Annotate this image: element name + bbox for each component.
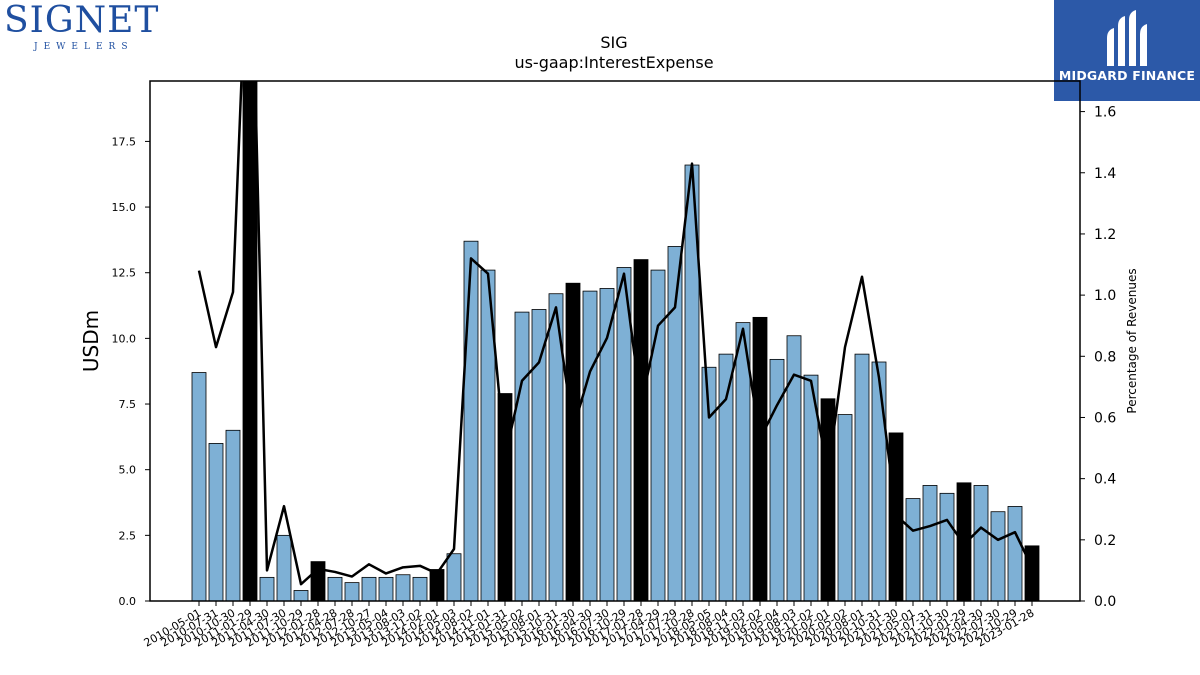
bar-2021-05-01 — [905, 498, 921, 601]
chart-subtitle: us-gaap:InterestExpense — [514, 53, 713, 72]
y-axis: 0.0 2.5 5.0 7.5 10.0 12.5 15.0 17.5 — [112, 135, 150, 608]
signet-logo-sub: JEWELERS — [34, 42, 134, 52]
y2-tick-label: 1.4 — [1094, 166, 1116, 182]
bar-2017-04-29 — [650, 269, 666, 601]
y-tick-label: 7.5 — [119, 398, 137, 411]
bar-2015-05-02 — [514, 311, 530, 601]
bar-2016-07-30 — [599, 288, 615, 601]
midgard-logo-word: MIDGARD FINANCE — [1058, 68, 1196, 83]
signet-logo-word: SIGNET — [4, 0, 160, 41]
pct-revenue-line — [197, 81, 1034, 586]
bar-2016-10-29 — [616, 267, 632, 601]
y-tick-label: 17.5 — [112, 135, 137, 148]
bar-2011-01-29 — [242, 81, 258, 601]
bar-2013-05-04 — [378, 576, 394, 601]
bar-2010-05-01 — [191, 372, 207, 601]
bar-2022-01-29 — [956, 482, 972, 601]
bar-2014-02-01 — [429, 569, 445, 601]
bar-2020-10-31 — [871, 361, 887, 601]
y2-tick-label: 0.4 — [1094, 472, 1116, 488]
y-axis-label: USDm — [79, 310, 103, 372]
bar-2014-05-03 — [446, 553, 462, 601]
bar-2019-05-04 — [769, 358, 785, 601]
bar-2023-01-28 — [1024, 545, 1040, 601]
bar-2021-10-30 — [939, 492, 955, 601]
y-tick-label: 10.0 — [112, 332, 137, 345]
bar-2015-10-31 — [548, 293, 564, 601]
bar-2019-11-02 — [803, 374, 819, 601]
pct-revenue-series — [197, 81, 1034, 586]
bar-2013-11-02 — [412, 576, 428, 601]
y2-tick-label: 0.8 — [1094, 349, 1116, 365]
bar-2011-10-29 — [293, 590, 309, 601]
bar-2014-08-02 — [463, 240, 479, 601]
bar-2021-07-31 — [922, 485, 938, 601]
y2-tick-label: 0.2 — [1094, 533, 1116, 549]
bar-2018-05-05 — [701, 366, 717, 601]
y2-tick-label: 0.6 — [1094, 410, 1116, 426]
y-tick-label: 2.5 — [119, 529, 137, 542]
bar-2011-07-30 — [276, 534, 292, 601]
bar-2010-10-30 — [225, 429, 241, 601]
y-tick-label: 15.0 — [112, 201, 137, 214]
bar-2012-10-27 — [361, 576, 377, 601]
bar-2013-08-03 — [395, 574, 411, 601]
bar-2022-04-30 — [973, 485, 989, 601]
bar-2016-04-30 — [582, 290, 598, 601]
bar-2014-11-01 — [480, 269, 496, 601]
bar-2015-08-01 — [531, 309, 547, 601]
y-tick-label: 5.0 — [119, 464, 137, 477]
y2-axis-label: Percentage of Revenues — [1125, 268, 1139, 413]
bar-2011-04-30 — [259, 576, 275, 601]
bar-2012-01-28 — [310, 561, 326, 601]
y2-axis: 0.0 0.2 0.4 0.6 0.8 1.0 1.2 1.4 1.6 — [1080, 105, 1116, 610]
bar-2012-04-28 — [327, 576, 343, 601]
bar-2010-07-31 — [208, 443, 224, 601]
bar-2020-05-02 — [837, 414, 853, 601]
bar-2015-01-31 — [497, 393, 513, 601]
y-tick-label: 0.0 — [119, 595, 137, 608]
bar-2022-07-30 — [990, 511, 1006, 601]
bar-2012-07-28 — [344, 582, 360, 601]
midgard-finance-logo: MIDGARD FINANCE — [1054, 0, 1200, 101]
bar-2017-01-28 — [633, 259, 649, 601]
signet-logo: SIGNET JEWELERS — [4, 0, 158, 56]
bar-2020-08-01 — [854, 353, 870, 601]
bar-2018-08-04 — [718, 353, 734, 601]
y2-tick-label: 1.6 — [1094, 105, 1116, 121]
plot-frame — [149, 80, 1081, 602]
y2-tick-label: 1.0 — [1094, 288, 1116, 304]
x-axis: 2010-05-012010-07-312010-10-302011-01-29… — [142, 601, 1037, 650]
midgard-mark-icon — [1107, 10, 1147, 66]
y-tick-label: 12.5 — [112, 267, 137, 280]
bar-2019-02-02 — [752, 316, 768, 601]
bar-2022-10-29 — [1007, 506, 1023, 601]
chart-title: SIG — [600, 33, 627, 52]
bar-2019-08-03 — [786, 335, 802, 601]
y2-tick-label: 0.0 — [1094, 594, 1116, 610]
bar-series — [191, 81, 1040, 601]
bar-2016-01-30 — [565, 282, 581, 601]
bar-2018-11-03 — [735, 322, 751, 601]
y2-tick-label: 1.2 — [1094, 227, 1116, 243]
